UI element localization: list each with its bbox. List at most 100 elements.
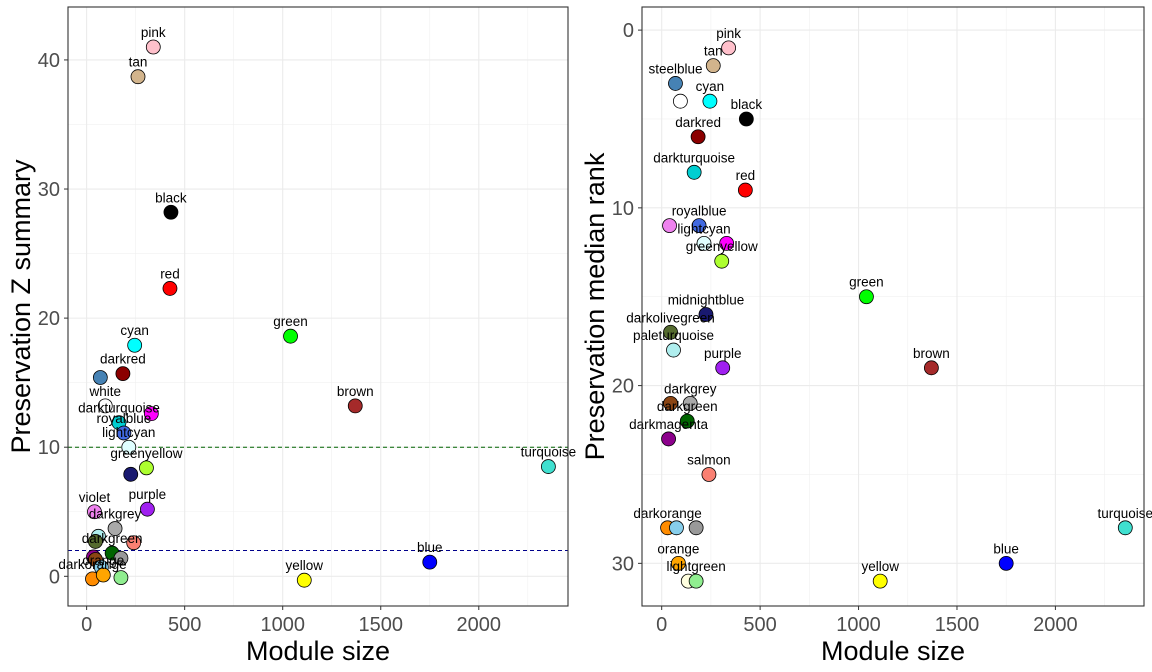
point-red bbox=[737, 182, 753, 198]
point-label-royalblue: royalblue bbox=[672, 204, 727, 219]
point-label-steelblue: steelblue bbox=[648, 61, 702, 76]
point-tan bbox=[130, 69, 146, 85]
point-label-yellow: yellow bbox=[286, 558, 324, 573]
point-label-darkorange: darkorange bbox=[58, 557, 126, 572]
point-red bbox=[162, 281, 178, 296]
point-salmon bbox=[126, 535, 142, 551]
point-label-red: red bbox=[736, 168, 756, 183]
point-violet bbox=[87, 504, 102, 520]
point-label-black: black bbox=[731, 97, 763, 112]
point-label-violet: violet bbox=[79, 490, 111, 505]
point-greenyellow bbox=[714, 253, 730, 269]
point-pink bbox=[721, 40, 737, 56]
point-greenyellow bbox=[139, 460, 154, 476]
point-label-salmon: salmon bbox=[687, 452, 731, 467]
y-axis-title: Preservation median rank bbox=[580, 152, 610, 460]
y-tick-label: 20 bbox=[38, 308, 60, 330]
point-royalblue bbox=[691, 218, 707, 234]
point-orange bbox=[95, 567, 111, 583]
point-cyan bbox=[702, 93, 718, 109]
point-label-cyan: cyan bbox=[120, 323, 149, 338]
point-purple bbox=[715, 360, 731, 376]
point-grey60 bbox=[688, 520, 704, 536]
point-darkmagenta bbox=[661, 431, 676, 447]
x-tick-label: 1000 bbox=[260, 614, 305, 636]
point-label-paleturquoise: paleturquoise bbox=[633, 328, 714, 343]
point-white bbox=[97, 398, 113, 414]
plot-border bbox=[67, 6, 569, 607]
point-label-darkred: darkred bbox=[675, 115, 721, 130]
point-label-green: green bbox=[273, 314, 308, 329]
y-axis-title: Preservation Z summary bbox=[6, 159, 36, 454]
point-lightgreen bbox=[113, 570, 129, 585]
point-midnightblue bbox=[123, 466, 139, 482]
point-brown bbox=[347, 398, 363, 414]
point-label-darkorange: darkorange bbox=[633, 506, 701, 521]
y-tick-label: 0 bbox=[623, 20, 634, 42]
point-label-darkolivegreen: darkolivegreen bbox=[626, 310, 715, 325]
point-label-pink: pink bbox=[716, 26, 741, 41]
x-tick-label: 1000 bbox=[836, 614, 881, 636]
point-brown bbox=[923, 360, 939, 376]
point-label-darkred: darkred bbox=[100, 352, 146, 367]
point-label-turquoise: turquoise bbox=[521, 445, 577, 460]
x-tick-label: 2000 bbox=[1033, 614, 1078, 636]
point-yellow bbox=[872, 573, 888, 589]
point-green bbox=[859, 289, 874, 305]
point-label-midnightblue: midnightblue bbox=[668, 292, 745, 307]
point-label-pink: pink bbox=[141, 25, 166, 40]
point-cyan bbox=[127, 337, 143, 353]
point-darkolivegreen bbox=[663, 324, 678, 340]
point-green bbox=[283, 328, 298, 344]
point-lightgreen bbox=[688, 573, 704, 589]
point-label-turquoise: turquoise bbox=[1098, 506, 1152, 521]
point-yellow bbox=[296, 572, 312, 588]
point-black bbox=[163, 204, 179, 220]
point-tan bbox=[705, 58, 721, 74]
point-darkred bbox=[690, 129, 706, 145]
point-label-darkgrey: darkgrey bbox=[89, 507, 142, 522]
point-blue bbox=[422, 554, 438, 570]
point-label-red: red bbox=[160, 266, 180, 281]
y-tick-label: 0 bbox=[49, 566, 60, 588]
point-darkgreen bbox=[679, 413, 695, 429]
y-tick-label: 30 bbox=[38, 179, 60, 201]
point-label-cyan: cyan bbox=[696, 79, 725, 94]
point-turquoise bbox=[540, 459, 556, 474]
point-royalblue bbox=[116, 425, 132, 441]
point-darkolivegreen bbox=[88, 534, 103, 549]
point-label-blue: blue bbox=[417, 540, 443, 555]
point-lightcyan bbox=[121, 439, 137, 455]
point-grey60 bbox=[113, 550, 129, 566]
plot-border bbox=[641, 6, 1145, 607]
plot-background bbox=[68, 7, 568, 606]
point-label-black: black bbox=[155, 190, 187, 205]
point-label-brown: brown bbox=[337, 384, 374, 399]
x-axis-title: Module size bbox=[821, 636, 965, 666]
point-purple bbox=[140, 501, 155, 517]
point-label-lightcyan: lightcyan bbox=[102, 425, 155, 440]
x-tick-label: 500 bbox=[168, 614, 201, 636]
point-blue bbox=[998, 555, 1014, 571]
point-label-yellow: yellow bbox=[861, 559, 899, 574]
point-label-tan: tan bbox=[704, 44, 723, 59]
point-label-tan: tan bbox=[129, 55, 148, 70]
point-label-purple: purple bbox=[129, 487, 167, 502]
y-tick-label: 10 bbox=[612, 198, 634, 220]
point-label-lightcyan: lightcyan bbox=[677, 221, 730, 236]
point-steelblue bbox=[668, 76, 683, 91]
point-label-white: white bbox=[88, 384, 121, 399]
y-tick-label: 10 bbox=[38, 437, 60, 459]
point-label-green: green bbox=[849, 275, 884, 290]
point-paleturquoise bbox=[666, 342, 681, 358]
point-pink bbox=[145, 39, 161, 55]
point-darkgrey bbox=[107, 521, 123, 536]
x-tick-label: 0 bbox=[81, 614, 92, 636]
point-skyblue bbox=[669, 520, 684, 536]
point-label-lightgreen: lightgreen bbox=[666, 559, 725, 574]
point-label-brown: brown bbox=[913, 346, 950, 361]
point-label-orange: orange bbox=[82, 553, 124, 568]
point-label-greenyellow: greenyellow bbox=[686, 239, 758, 254]
point-label-darkgreen: darkgreen bbox=[82, 531, 143, 546]
